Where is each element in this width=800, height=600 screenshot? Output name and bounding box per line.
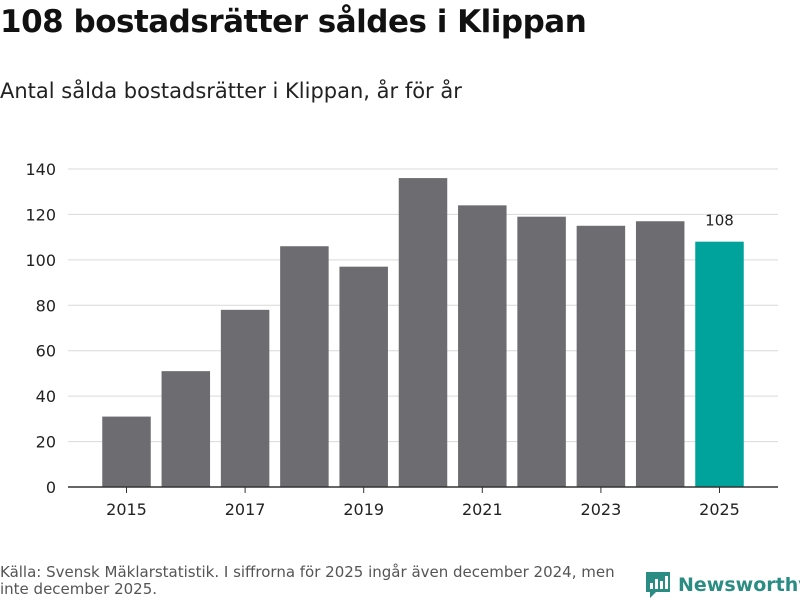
chart-subtitle: Antal sålda bostadsrätter i Klippan, år …: [0, 79, 462, 103]
bar-2019[interactable]: [339, 266, 388, 487]
y-tick-label-100: 100: [25, 251, 56, 270]
chart-title: 108 bostadsrätter såldes i Klippan: [0, 4, 587, 40]
y-tick-label-0: 0: [46, 478, 56, 497]
x-tick-label-2021: 2021: [462, 500, 503, 519]
y-tick-label-60: 60: [36, 342, 56, 361]
newsworthy-icon: [646, 572, 670, 598]
y-tick-label-20: 20: [36, 433, 56, 452]
x-tick-label-2025: 2025: [699, 500, 740, 519]
y-tick-label-40: 40: [36, 387, 56, 406]
bar-2015[interactable]: [102, 416, 151, 487]
x-tick-label-2019: 2019: [343, 500, 384, 519]
x-tick-label-2017: 2017: [225, 500, 266, 519]
bar-2016[interactable]: [161, 371, 211, 487]
y-tick-label-140: 140: [25, 160, 56, 179]
bar-2017[interactable]: [220, 309, 270, 487]
y-tick-label-120: 120: [25, 205, 56, 224]
bar-2018[interactable]: [280, 246, 329, 487]
data-label-2025: 108: [705, 212, 734, 230]
y-tick-label-80: 80: [36, 296, 56, 315]
bar-2020[interactable]: [398, 178, 448, 488]
bar-2024[interactable]: [635, 221, 685, 487]
source-note: Källa: Svensk Mäklarstatistik. I siffror…: [0, 563, 615, 598]
bars: [102, 178, 744, 488]
x-tick-label-2023: 2023: [581, 500, 622, 519]
bar-2022[interactable]: [517, 216, 566, 487]
axes: [68, 486, 778, 493]
bar-2021[interactable]: [458, 205, 507, 488]
x-tick-label-2015: 2015: [106, 500, 147, 519]
labels: 0 20 40 60 80 100 120 140 2015 2017 2019 2021 2023 20…: [25, 160, 739, 519]
newsworthy-logo[interactable]: Newsworthy: [644, 570, 800, 600]
brand-name: Newsworthy: [678, 574, 800, 596]
bar-2025[interactable]: [695, 241, 744, 487]
bar-2023[interactable]: [576, 225, 626, 488]
